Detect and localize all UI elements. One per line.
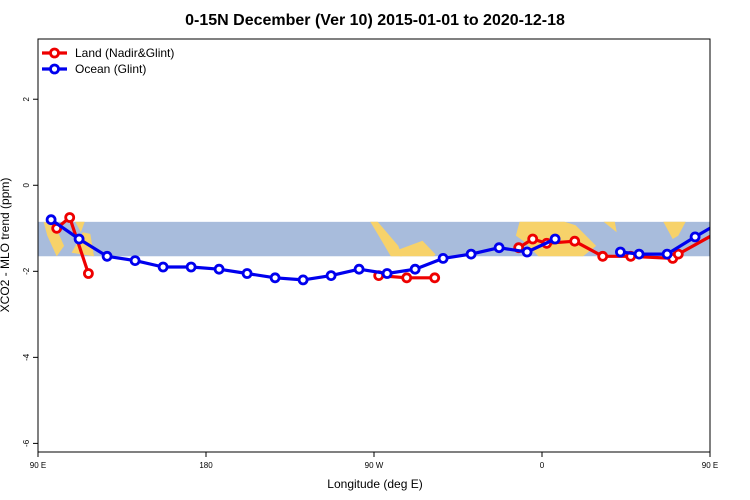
legend-swatch-marker xyxy=(49,47,60,59)
legend-label: Ocean (Glint) xyxy=(75,62,146,76)
data-point xyxy=(549,233,561,245)
x-axis: 90 E 180 90 W 0 90 E xyxy=(30,452,718,470)
data-point xyxy=(83,268,94,279)
data-point xyxy=(739,214,747,222)
y-tick-label: 2 xyxy=(22,96,31,101)
land-new-guinea xyxy=(75,221,85,233)
data-point xyxy=(689,231,701,243)
land-india xyxy=(663,221,686,239)
data-point xyxy=(73,233,85,245)
data-point xyxy=(381,268,393,279)
y-tick-label: -2 xyxy=(22,267,31,275)
data-point xyxy=(45,214,57,226)
land-borneo xyxy=(71,232,94,257)
data-point xyxy=(569,235,581,247)
data-point xyxy=(429,272,441,284)
data-point xyxy=(409,263,421,275)
legend-item: Ocean (Glint) xyxy=(42,62,146,76)
data-point xyxy=(597,250,609,262)
data-point xyxy=(465,248,477,260)
data-point xyxy=(672,248,684,260)
data-point xyxy=(213,263,225,275)
data-point xyxy=(401,272,413,284)
y-tick-label: -6 xyxy=(22,439,31,447)
land-arabia xyxy=(603,221,617,233)
data-point xyxy=(101,250,113,262)
data-point xyxy=(521,246,533,258)
y-axis-label: XCO2 - MLO trend (ppm) xyxy=(0,178,12,313)
land-southeast-asia xyxy=(719,222,747,256)
data-point xyxy=(325,270,337,282)
chart-title: 0-15N December (Ver 10) 2015-01-01 to 20… xyxy=(185,12,565,29)
x-tick-label: 0 xyxy=(540,461,545,470)
data-point xyxy=(297,274,309,286)
data-point xyxy=(241,268,253,279)
x-tick-label: 90 E xyxy=(702,461,718,470)
series-ocean xyxy=(45,214,727,286)
data-point xyxy=(129,255,141,267)
x-tick-label: 180 xyxy=(199,461,213,470)
data-point xyxy=(719,217,727,225)
data-point xyxy=(615,246,626,258)
y-axis: 2 0 -2 -4 -6 xyxy=(22,96,38,447)
data-point xyxy=(437,252,449,264)
data-point xyxy=(661,248,673,260)
data-point xyxy=(353,263,365,275)
legend-swatch-marker xyxy=(49,63,60,75)
data-point xyxy=(527,233,539,245)
land-south-america xyxy=(394,240,436,257)
legend-label: Land (Nadir&Glint) xyxy=(75,46,174,60)
series-layer xyxy=(45,212,747,286)
data-point xyxy=(725,222,733,230)
x-tick-label: 90 E xyxy=(30,461,46,470)
x-axis-label: Longitude (deg E) xyxy=(327,477,422,491)
data-point xyxy=(157,261,169,273)
data-point xyxy=(269,272,281,284)
x-tick-label: 90 W xyxy=(365,461,384,470)
data-point xyxy=(633,248,645,260)
series-line xyxy=(620,226,710,256)
data-point xyxy=(185,261,197,273)
land-sumatra-repeat xyxy=(714,225,735,256)
data-point xyxy=(493,242,505,254)
land-central-america xyxy=(370,221,402,257)
legend-item: Land (Nadir&Glint) xyxy=(42,46,174,60)
y-tick-label: -4 xyxy=(22,353,31,361)
land-sumatra xyxy=(43,221,65,257)
legend: Land (Nadir&Glint) Ocean (Glint) xyxy=(42,46,174,76)
y-tick-label: 0 xyxy=(22,182,31,187)
data-point xyxy=(64,212,76,223)
